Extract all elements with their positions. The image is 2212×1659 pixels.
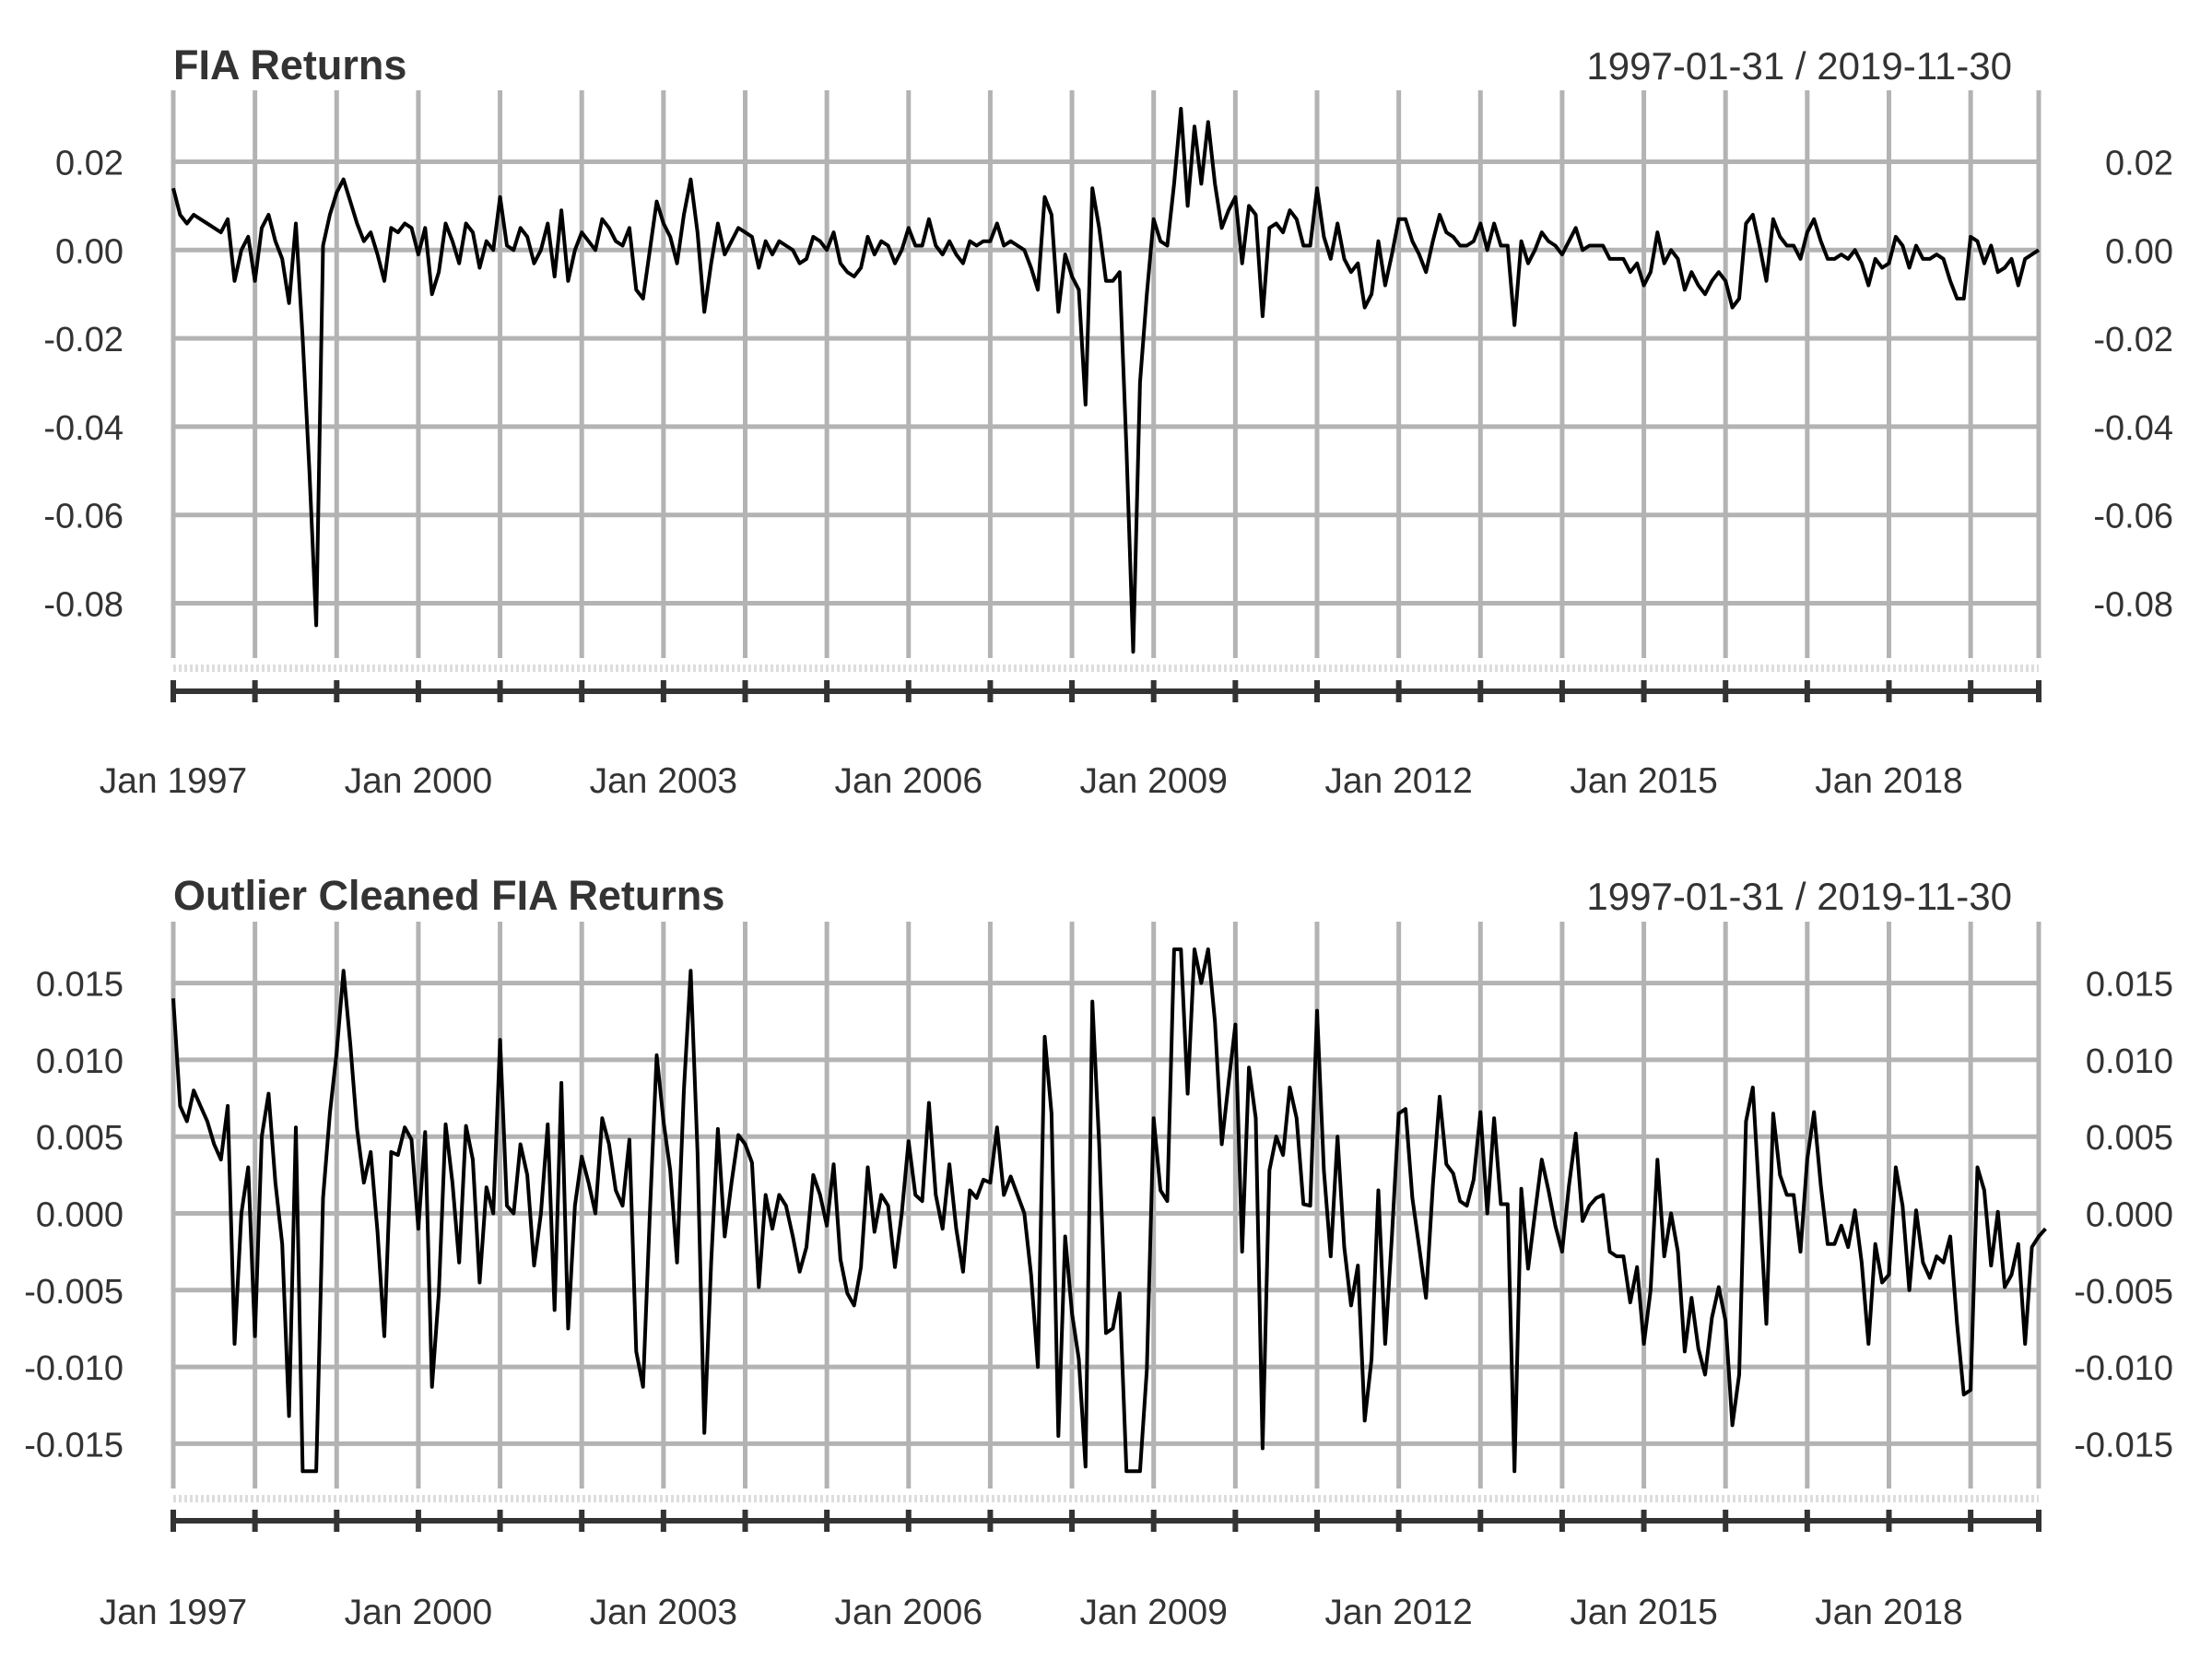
y-tick-label-left: 0.000 — [36, 1196, 124, 1235]
x-tick-label: Jan 2015 — [1570, 761, 1717, 801]
x-tick-label: Jan 2000 — [345, 761, 492, 801]
y-tick-label-right: -0.005 — [2074, 1273, 2173, 1312]
y-tick-label-left: 0.00 — [55, 232, 124, 271]
series-line — [171, 107, 2041, 654]
panel-outlier-cleaned-fia-returns: Outlier Cleaned FIA Returns 1997-01-31 /… — [24, 872, 2173, 1632]
x-tick-label: Jan 2003 — [590, 1593, 737, 1632]
y-axis-right: 0.02 0.00 -0.02 -0.04 -0.06 -0.08 — [2093, 144, 2173, 624]
y-tick-label-right: -0.02 — [2093, 321, 2173, 359]
chart-title: Outlier Cleaned FIA Returns — [173, 872, 724, 919]
y-tick-label-left: 0.02 — [55, 144, 124, 182]
y-tick-label-right: 0.000 — [2086, 1196, 2173, 1235]
y-tick-label-right: 0.00 — [2105, 232, 2173, 271]
y-tick-label-left: -0.010 — [24, 1349, 124, 1388]
y-tick-label-right: 0.010 — [2086, 1042, 2173, 1081]
x-tick-label: Jan 2015 — [1570, 1593, 1717, 1632]
y-tick-label-right: 0.02 — [2105, 144, 2173, 182]
y-tick-label-right: -0.06 — [2093, 498, 2173, 536]
y-tick-label-left: 0.015 — [36, 966, 124, 1005]
x-tick-label: Jan 2006 — [835, 1593, 982, 1632]
y-axis-left: 0.02 0.00 -0.02 -0.04 -0.06 -0.08 — [43, 144, 124, 624]
y-tick-label-right: -0.08 — [2093, 586, 2173, 625]
x-tick-label: Jan 2000 — [345, 1593, 492, 1632]
y-tick-label-left: -0.015 — [24, 1426, 124, 1465]
date-range-label: 1997-01-31 / 2019-11-30 — [1586, 875, 2012, 918]
y-tick-label-right: 0.005 — [2086, 1119, 2173, 1158]
x-tick-label: Jan 2006 — [835, 761, 982, 801]
x-tick-label: Jan 2009 — [1079, 1593, 1227, 1632]
x-tick-label: Jan 2009 — [1079, 761, 1227, 801]
y-tick-label-left: -0.005 — [24, 1273, 124, 1312]
y-tick-label-right: -0.015 — [2074, 1426, 2173, 1465]
y-tick-label-left: 0.010 — [36, 1042, 124, 1081]
y-tick-label-left: -0.02 — [43, 321, 124, 359]
x-tick-label: Jan 2012 — [1324, 761, 1472, 801]
series-layer — [171, 107, 2041, 654]
series-line — [171, 947, 2047, 1474]
panel-fia-returns: FIA Returns 1997-01-31 / 2019-11-30 0.02… — [43, 41, 2173, 801]
x-tick-label: Jan 2012 — [1324, 1593, 1472, 1632]
x-axis: Jan 1997 Jan 2000 Jan 2003 Jan 2006 Jan 2009… — [100, 680, 2041, 801]
y-axis-left: 0.015 0.010 0.005 0.000 -0.005 -0.010 -0.015 — [24, 966, 124, 1465]
x-tick-label: Jan 1997 — [100, 761, 247, 801]
x-axis: Jan 1997 Jan 2000 Jan 2003 Jan 2006 Jan 2009… — [100, 1510, 2041, 1632]
y-tick-label-right: -0.04 — [2093, 409, 2173, 448]
x-tick-label: Jan 2018 — [1815, 761, 1962, 801]
date-range-label: 1997-01-31 / 2019-11-30 — [1586, 44, 2012, 88]
series-layer — [171, 947, 2047, 1474]
y-tick-label-right: 0.015 — [2086, 966, 2173, 1005]
x-tick-label: Jan 2003 — [590, 761, 737, 801]
y-tick-label-left: 0.005 — [36, 1119, 124, 1158]
chart-title: FIA Returns — [173, 41, 406, 88]
x-tick-label: Jan 1997 — [100, 1593, 247, 1632]
y-tick-label-left: -0.06 — [43, 498, 124, 536]
y-axis-right: 0.015 0.010 0.005 0.000 -0.005 -0.010 -0.015 — [2074, 966, 2173, 1465]
y-tick-label-left: -0.08 — [43, 586, 124, 625]
y-tick-label-right: -0.010 — [2074, 1349, 2173, 1388]
y-tick-label-left: -0.04 — [43, 409, 124, 448]
x-tick-label: Jan 2018 — [1815, 1593, 1962, 1632]
